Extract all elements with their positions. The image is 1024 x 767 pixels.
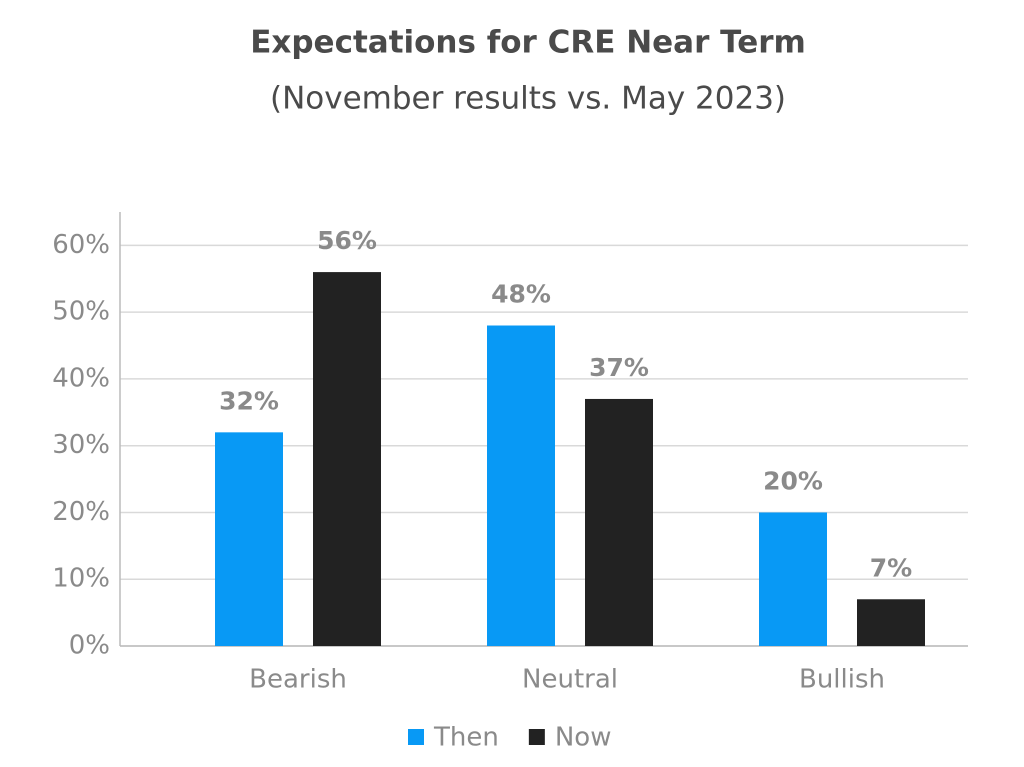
value-label: 7% <box>870 553 912 582</box>
y-tick-label: 10% <box>52 564 110 594</box>
value-label: 37% <box>589 353 649 382</box>
x-tick-label: Bullish <box>799 665 885 695</box>
bar <box>313 272 381 646</box>
bar <box>759 512 827 646</box>
value-label: 56% <box>317 226 377 255</box>
y-tick-label: 30% <box>52 430 110 460</box>
y-tick-label: 50% <box>52 297 110 327</box>
x-tick-label: Bearish <box>249 665 347 695</box>
value-label: 20% <box>763 466 823 495</box>
y-tick-label: 0% <box>69 631 110 661</box>
bar <box>857 599 925 646</box>
legend-swatch <box>408 729 424 745</box>
y-tick-label: 60% <box>52 230 110 260</box>
bar <box>215 432 283 646</box>
bar <box>585 398 653 646</box>
y-tick-label: 40% <box>52 363 110 393</box>
x-tick-label: Neutral <box>522 665 618 695</box>
legend-label: Then <box>433 723 499 753</box>
chart-title: Expectations for CRE Near Term <box>250 25 806 61</box>
legend-swatch <box>528 729 545 745</box>
value-label: 32% <box>219 386 279 415</box>
value-label: 48% <box>491 280 551 309</box>
bar <box>487 325 555 646</box>
y-tick-label: 20% <box>52 497 110 527</box>
chart-subtitle: (November results vs. May 2023) <box>270 81 786 117</box>
legend-label: Now <box>555 723 612 753</box>
